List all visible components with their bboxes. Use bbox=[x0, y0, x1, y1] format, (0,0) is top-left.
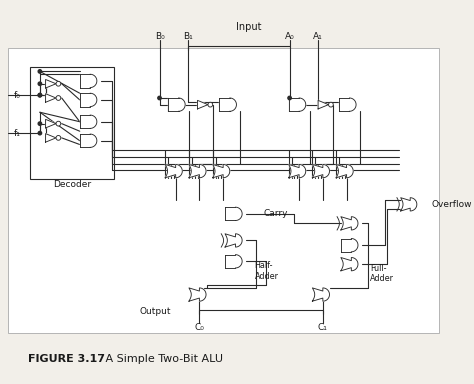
Circle shape bbox=[38, 82, 42, 86]
Polygon shape bbox=[198, 100, 208, 109]
Polygon shape bbox=[225, 207, 236, 220]
Text: FIGURE 3.17: FIGURE 3.17 bbox=[28, 354, 106, 364]
Polygon shape bbox=[401, 198, 417, 211]
Text: C₀: C₀ bbox=[194, 323, 204, 332]
Circle shape bbox=[328, 102, 333, 107]
Text: Full-
Adder: Full- Adder bbox=[370, 264, 394, 283]
Polygon shape bbox=[189, 288, 206, 301]
Text: Carry: Carry bbox=[264, 209, 289, 218]
Polygon shape bbox=[90, 74, 97, 88]
Polygon shape bbox=[341, 238, 351, 252]
Polygon shape bbox=[312, 164, 329, 178]
Polygon shape bbox=[46, 94, 56, 102]
Polygon shape bbox=[80, 134, 90, 147]
Text: f₀: f₀ bbox=[13, 91, 20, 99]
FancyBboxPatch shape bbox=[8, 48, 439, 333]
Text: C₁: C₁ bbox=[318, 323, 328, 332]
Text: B₀: B₀ bbox=[155, 32, 164, 41]
Polygon shape bbox=[349, 98, 356, 111]
Circle shape bbox=[38, 122, 42, 125]
Polygon shape bbox=[80, 115, 90, 128]
Text: A Simple Two-Bit ALU: A Simple Two-Bit ALU bbox=[95, 354, 223, 364]
Polygon shape bbox=[312, 288, 329, 301]
Circle shape bbox=[288, 96, 292, 100]
Polygon shape bbox=[289, 98, 299, 111]
Polygon shape bbox=[80, 93, 90, 106]
Polygon shape bbox=[90, 93, 97, 106]
Circle shape bbox=[38, 93, 42, 97]
Polygon shape bbox=[230, 98, 237, 111]
Polygon shape bbox=[168, 98, 179, 111]
Polygon shape bbox=[46, 79, 56, 88]
Circle shape bbox=[56, 96, 61, 100]
Polygon shape bbox=[179, 98, 185, 111]
Polygon shape bbox=[90, 134, 97, 147]
Text: Decoder: Decoder bbox=[53, 180, 91, 189]
Polygon shape bbox=[318, 100, 328, 109]
Circle shape bbox=[38, 93, 42, 97]
Polygon shape bbox=[46, 119, 56, 128]
Polygon shape bbox=[165, 164, 182, 178]
Polygon shape bbox=[289, 164, 306, 178]
Polygon shape bbox=[299, 98, 306, 111]
Circle shape bbox=[158, 96, 161, 100]
Circle shape bbox=[56, 136, 61, 140]
Circle shape bbox=[208, 102, 213, 107]
Text: Output: Output bbox=[139, 307, 171, 316]
Text: Overflow: Overflow bbox=[431, 200, 472, 209]
Circle shape bbox=[56, 81, 61, 86]
Text: A₀: A₀ bbox=[285, 32, 294, 41]
Polygon shape bbox=[341, 258, 358, 271]
Polygon shape bbox=[213, 164, 230, 178]
Polygon shape bbox=[351, 238, 358, 252]
Polygon shape bbox=[46, 134, 56, 142]
Text: Half-
Adder: Half- Adder bbox=[255, 261, 279, 281]
Polygon shape bbox=[90, 115, 97, 128]
Text: A₁: A₁ bbox=[313, 32, 323, 41]
Polygon shape bbox=[219, 98, 230, 111]
Polygon shape bbox=[341, 217, 358, 230]
Circle shape bbox=[56, 121, 61, 126]
Polygon shape bbox=[236, 207, 242, 220]
Polygon shape bbox=[189, 164, 206, 178]
Polygon shape bbox=[336, 164, 353, 178]
Text: Input: Input bbox=[236, 22, 262, 32]
Polygon shape bbox=[339, 98, 349, 111]
Text: B₁: B₁ bbox=[183, 32, 193, 41]
Circle shape bbox=[38, 70, 42, 73]
Polygon shape bbox=[225, 255, 236, 268]
Polygon shape bbox=[80, 74, 90, 88]
Polygon shape bbox=[225, 234, 242, 247]
Polygon shape bbox=[236, 255, 242, 268]
Circle shape bbox=[38, 131, 42, 135]
Text: f₁: f₁ bbox=[13, 129, 20, 137]
